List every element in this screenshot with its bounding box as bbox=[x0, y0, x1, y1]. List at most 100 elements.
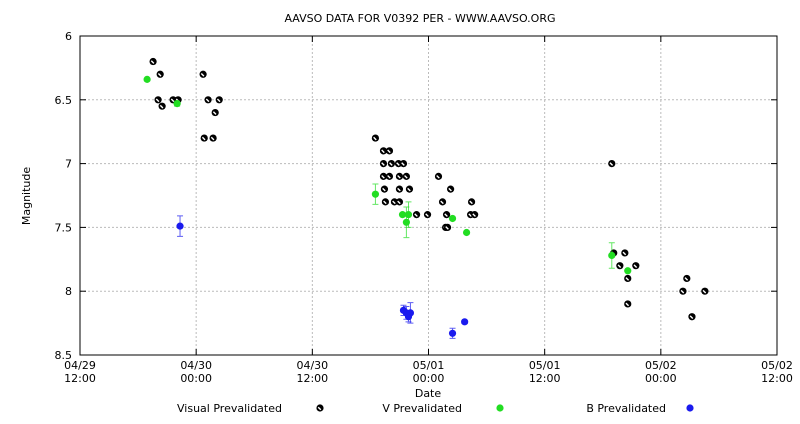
data-point-highlight bbox=[383, 200, 387, 205]
data-point-highlight bbox=[404, 175, 408, 179]
legend-label: V Prevalidated bbox=[382, 402, 462, 415]
data-point-highlight bbox=[680, 289, 685, 294]
chart-title: AAVSO DATA FOR V0392 PER - WWW.AAVSO.ORG bbox=[284, 12, 555, 25]
data-point bbox=[149, 57, 157, 66]
data-point-highlight bbox=[436, 175, 440, 179]
y-tick-label: 7 bbox=[65, 158, 72, 171]
data-point-highlight bbox=[201, 136, 206, 141]
data-point-highlight bbox=[212, 111, 217, 115]
data-point-highlight bbox=[617, 264, 622, 268]
data-point-highlight bbox=[401, 162, 405, 166]
data-point bbox=[608, 160, 616, 168]
legend-label: B Prevalidated bbox=[586, 402, 666, 415]
data-point bbox=[624, 274, 632, 283]
data-point bbox=[434, 172, 443, 180]
data-point-highlight bbox=[155, 98, 160, 103]
data-point bbox=[461, 318, 469, 326]
series-visual-prevalidated bbox=[149, 57, 709, 321]
data-point-highlight bbox=[392, 200, 396, 205]
legend-marker-highlight bbox=[317, 406, 322, 411]
data-point-highlight bbox=[625, 277, 630, 281]
data-point-highlight bbox=[469, 200, 473, 205]
data-point-highlight bbox=[440, 200, 444, 205]
data-point-highlight bbox=[425, 213, 429, 217]
data-point bbox=[381, 198, 390, 206]
data-point-highlight bbox=[689, 315, 694, 320]
y-axis-label: Magnitude bbox=[20, 167, 33, 226]
data-point-highlight bbox=[200, 72, 205, 77]
data-point-highlight bbox=[381, 149, 385, 154]
x-tick-label: 04/29 bbox=[64, 359, 96, 372]
data-point bbox=[385, 172, 394, 180]
data-point bbox=[395, 198, 404, 206]
data-point bbox=[442, 211, 451, 219]
x-tick-label: 00:00 bbox=[180, 372, 212, 385]
data-point bbox=[398, 211, 407, 219]
data-point-highlight bbox=[397, 175, 401, 179]
data-point bbox=[412, 211, 421, 219]
data-point bbox=[395, 172, 404, 180]
data-point bbox=[371, 134, 380, 142]
data-point bbox=[679, 287, 687, 295]
data-point bbox=[448, 329, 457, 337]
data-point-highlight bbox=[157, 72, 162, 77]
data-point bbox=[423, 211, 432, 219]
data-point-highlight bbox=[381, 162, 385, 166]
data-point bbox=[371, 190, 380, 198]
data-point-highlight bbox=[448, 187, 452, 192]
x-tick-label: 05/02 bbox=[645, 359, 677, 372]
data-point-highlight bbox=[387, 149, 391, 154]
data-point-highlight bbox=[468, 213, 472, 217]
data-point-highlight bbox=[414, 213, 418, 217]
data-point bbox=[621, 249, 629, 257]
y-tick-label: 6.5 bbox=[55, 94, 73, 107]
data-point-highlight bbox=[702, 289, 707, 294]
data-point bbox=[209, 134, 217, 142]
data-point-highlight bbox=[205, 98, 210, 103]
data-point bbox=[443, 223, 452, 231]
data-point-highlight bbox=[159, 104, 164, 109]
x-tick-label: 00:00 bbox=[645, 372, 677, 385]
data-point-highlight bbox=[373, 136, 377, 141]
data-point bbox=[156, 70, 164, 78]
data-point bbox=[380, 185, 389, 193]
data-point bbox=[173, 100, 181, 108]
data-point-highlight bbox=[382, 187, 386, 192]
data-point-highlight bbox=[684, 277, 689, 281]
data-point bbox=[390, 198, 399, 206]
data-point bbox=[438, 198, 447, 206]
axis-ticks: 66.577.588.504/2912:0004/3000:0004/3012:… bbox=[55, 30, 793, 385]
data-point bbox=[158, 102, 166, 110]
legend-marker bbox=[686, 404, 694, 412]
data-point-highlight bbox=[216, 98, 221, 103]
data-point-highlight bbox=[210, 136, 215, 141]
y-tick-label: 8.5 bbox=[55, 349, 73, 362]
legend-label: Visual Prevalidated bbox=[177, 402, 282, 415]
data-point-highlight bbox=[472, 213, 476, 217]
data-point bbox=[608, 251, 616, 260]
data-point bbox=[204, 96, 212, 104]
data-point bbox=[199, 70, 207, 78]
data-point bbox=[211, 108, 219, 117]
y-tick-label: 6 bbox=[65, 30, 72, 43]
data-point-highlight bbox=[396, 162, 400, 166]
data-point bbox=[395, 185, 404, 193]
grid bbox=[80, 36, 777, 355]
data-point bbox=[467, 198, 476, 206]
data-point bbox=[379, 147, 388, 155]
x-tick-label: 12:00 bbox=[64, 372, 96, 385]
data-point bbox=[176, 222, 184, 230]
data-point-highlight bbox=[407, 187, 411, 192]
data-point-highlight bbox=[622, 251, 627, 256]
legend: Visual Prevalidated V Prevalidated B Preva… bbox=[177, 402, 694, 415]
series-v-prevalidated bbox=[143, 75, 632, 275]
data-point-highlight bbox=[389, 162, 393, 166]
data-point bbox=[683, 274, 691, 283]
data-point bbox=[462, 228, 471, 237]
data-point-highlight bbox=[397, 200, 401, 205]
data-points bbox=[143, 57, 709, 339]
data-point bbox=[447, 185, 455, 193]
legend-marker bbox=[316, 404, 324, 412]
data-point bbox=[624, 300, 632, 308]
